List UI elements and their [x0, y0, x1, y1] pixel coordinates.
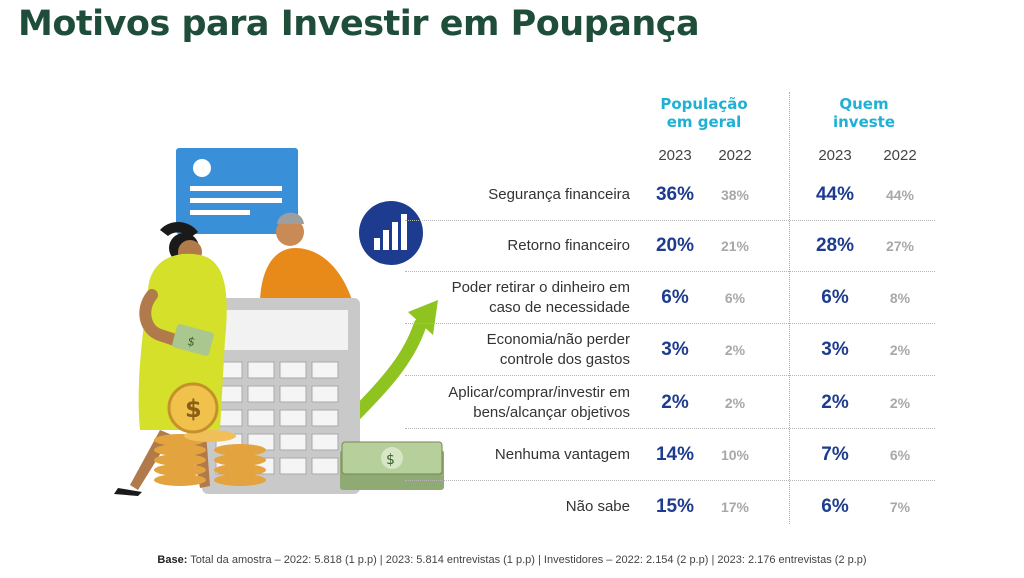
- value-pop2022: 2%: [724, 395, 746, 411]
- table-row: Retorno financeiro 20% 21% 28% 27%: [405, 220, 935, 272]
- row-separator: [405, 323, 935, 324]
- bar-chart-icon: [359, 201, 423, 265]
- row-label-text: Nenhuma vantagem: [495, 445, 630, 465]
- row-separator: [405, 480, 935, 481]
- value-inv2022: 8%: [889, 290, 911, 306]
- table-row: Segurança financeira 36% 38% 44% 44%: [405, 169, 935, 221]
- value-pop2023: 36%: [655, 184, 695, 205]
- row-label: Aplicar/comprar/investir em bens/alcançar…: [400, 377, 630, 429]
- value-inv2022: 2%: [889, 395, 911, 411]
- svg-text:$: $: [186, 334, 197, 350]
- value-inv2022: 7%: [889, 499, 911, 515]
- row-label: Segurança financeira: [400, 169, 630, 221]
- row-label: Poder retirar o dinheiro em caso de neces…: [400, 272, 630, 324]
- footnote-text: Total da amostra – 2022: 5.818 (1 p.p) |…: [190, 554, 867, 566]
- value-inv2023: 6%: [821, 287, 849, 308]
- value-inv2022: 2%: [889, 342, 911, 358]
- arrow-up-icon: [348, 300, 438, 422]
- row-label-line: Não sabe: [565, 498, 630, 515]
- svg-text:$: $: [185, 395, 202, 423]
- row-label-text: Poder retirar o dinheiro em caso de neces…: [452, 278, 630, 318]
- row-label-line: bens/alcançar objetivos: [473, 404, 630, 421]
- year-header-pop-2023: 2023: [658, 147, 692, 164]
- row-label: Economia/não perder controle dos gastos: [400, 324, 630, 376]
- value-pop2023: 2%: [661, 392, 689, 413]
- row-separator: [405, 375, 935, 376]
- value-inv2023: 44%: [815, 184, 855, 205]
- column-group-investors: Quem investe: [800, 95, 928, 131]
- row-label-line: Poder retirar o dinheiro em: [451, 279, 630, 296]
- savings-illustration: $ $ $: [114, 148, 444, 496]
- value-pop2022: 2%: [724, 342, 746, 358]
- year-header-pop-2022: 2022: [718, 147, 752, 164]
- table-row: Aplicar/comprar/investir em bens/alcançar…: [405, 377, 935, 429]
- value-pop2023: 20%: [655, 235, 695, 256]
- row-label-line: caso de necessidade: [489, 299, 630, 316]
- row-label: Retorno financeiro: [400, 220, 630, 272]
- row-label-line: Segurança financeira: [488, 186, 630, 203]
- value-inv2022: 44%: [885, 187, 915, 203]
- row-label-line: Retorno financeiro: [507, 237, 630, 254]
- value-pop2023: 14%: [655, 444, 695, 465]
- value-inv2022: 27%: [885, 238, 915, 254]
- column-group-population: População em geral: [640, 95, 768, 131]
- table-row: Não sabe 15% 17% 6% 7%: [405, 481, 935, 533]
- row-label-text: Segurança financeira: [488, 185, 630, 205]
- footnote-prefix: Base:: [157, 554, 188, 566]
- row-label-line: controle dos gastos: [499, 351, 630, 368]
- year-header-inv-2023: 2023: [818, 147, 852, 164]
- row-label-text: Economia/não perder controle dos gastos: [487, 330, 630, 370]
- value-pop2022: 38%: [720, 187, 750, 203]
- value-pop2022: 21%: [720, 238, 750, 254]
- column-divider: [789, 92, 790, 524]
- value-pop2023: 3%: [661, 339, 689, 360]
- row-label-text: Não sabe: [566, 497, 630, 517]
- value-pop2023: 15%: [655, 496, 695, 517]
- table-row: Nenhuma vantagem 14% 10% 7% 6%: [405, 429, 935, 481]
- document-icon: [176, 148, 298, 234]
- value-inv2023: 3%: [821, 339, 849, 360]
- page-title: Motivos para Investir em Poupança: [18, 4, 700, 44]
- row-label-text: Retorno financeiro: [507, 236, 630, 256]
- row-label-line: Nenhuma vantagem: [494, 446, 630, 463]
- value-pop2022: 6%: [724, 290, 746, 306]
- column-group-population-line1: População: [660, 95, 748, 113]
- money-bill-icon: $: [172, 324, 214, 356]
- column-group-population-line2: em geral: [666, 113, 742, 131]
- person-orange: [260, 212, 360, 312]
- value-pop2022: 17%: [720, 499, 750, 515]
- value-inv2023: 28%: [815, 235, 855, 256]
- row-label-line: Economia/não perder: [486, 331, 630, 348]
- value-inv2022: 6%: [889, 447, 911, 463]
- row-separator: [405, 428, 935, 429]
- value-pop2022: 10%: [720, 447, 750, 463]
- year-header-inv-2022: 2022: [883, 147, 917, 164]
- column-group-investors-line2: investe: [832, 113, 896, 131]
- table-row: Poder retirar o dinheiro em caso de neces…: [405, 272, 935, 324]
- row-separator: [405, 220, 935, 221]
- footnote: Base: Total da amostra – 2022: 5.818 (1 …: [0, 554, 1024, 566]
- table-row: Economia/não perder controle dos gastos 3%…: [405, 324, 935, 376]
- svg-text:$: $: [386, 452, 395, 468]
- value-pop2023: 6%: [661, 287, 689, 308]
- row-label: Não sabe: [400, 481, 630, 533]
- row-label: Nenhuma vantagem: [400, 429, 630, 481]
- value-inv2023: 2%: [821, 392, 849, 413]
- row-label-text: Aplicar/comprar/investir em bens/alcançar…: [448, 383, 630, 423]
- coin-icon: $: [167, 382, 219, 434]
- column-group-investors-line1: Quem: [839, 95, 889, 113]
- row-label-line: Aplicar/comprar/investir em: [448, 384, 630, 401]
- coin-stack: [154, 430, 266, 486]
- value-inv2023: 6%: [821, 496, 849, 517]
- value-inv2023: 7%: [821, 444, 849, 465]
- row-separator: [405, 271, 935, 272]
